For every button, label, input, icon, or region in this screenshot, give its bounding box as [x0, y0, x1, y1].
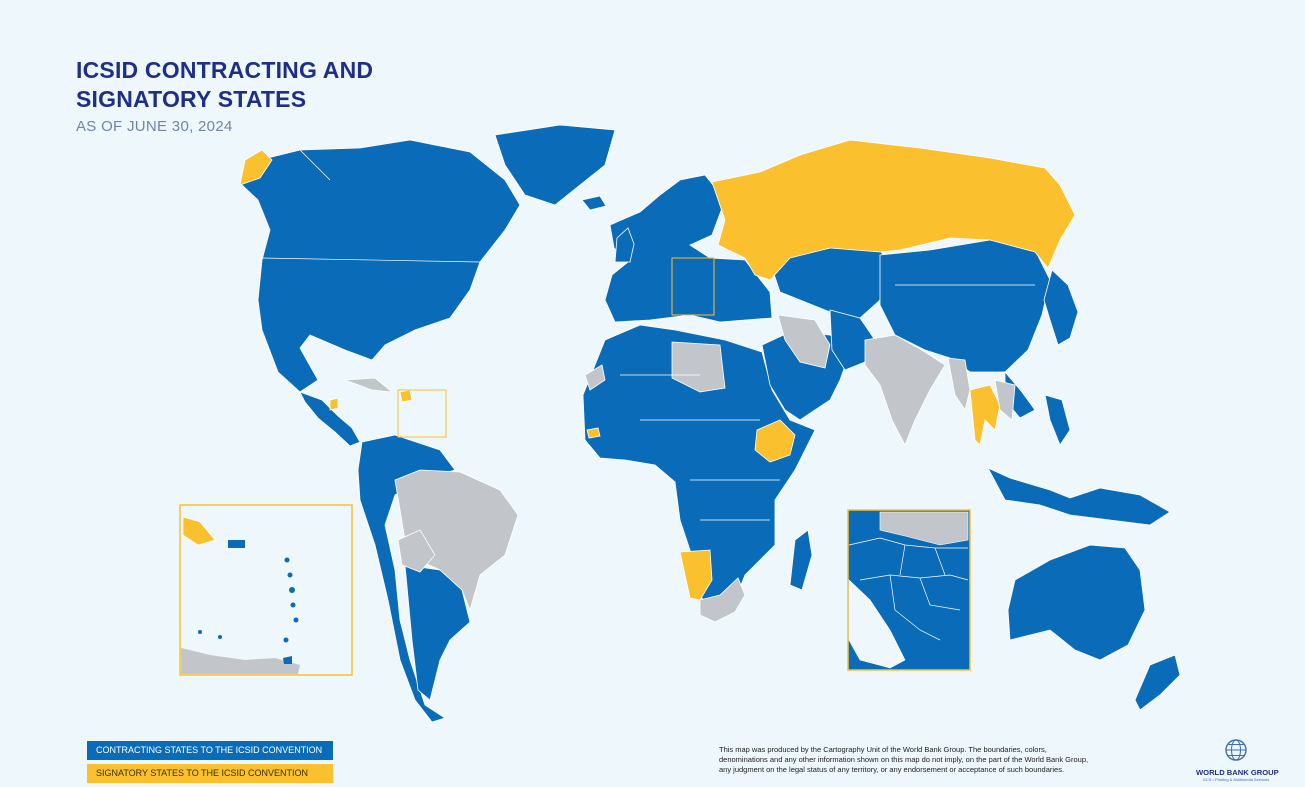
legend-signatory: SIGNATORY STATES TO THE ICSID CONVENTION — [87, 764, 333, 783]
map-disclaimer: This map was produced by the Cartography… — [719, 745, 1159, 775]
caribbean-locator-box — [397, 389, 447, 438]
inset-hispaniola — [182, 516, 216, 546]
country-thailand — [969, 384, 1001, 446]
world-bank-logo: WORLD BANK GROUP GCS • Printing & Multim… — [1196, 738, 1279, 782]
country-namibia — [679, 549, 713, 601]
map-legend: CONTRACTING STATES TO THE ICSID CONVENTI… — [87, 741, 333, 787]
country-libya — [671, 341, 726, 393]
disclaimer-line-2: denominations and any other information … — [719, 755, 1089, 764]
balkans-locator-box — [671, 257, 715, 316]
country-cuba — [344, 377, 394, 393]
country-myanmar — [947, 357, 971, 411]
region-north-america — [241, 139, 521, 393]
country-india — [864, 334, 946, 446]
logo-name: WORLD BANK GROUP — [1196, 768, 1279, 777]
region-new-zealand — [1134, 654, 1181, 711]
country-vietnam-laos — [994, 379, 1016, 421]
map-date: AS OF JUNE 30, 2024 — [76, 118, 233, 135]
region-philippines — [1044, 394, 1071, 446]
title-line-2: SIGNATORY STATES — [76, 86, 307, 112]
inset-borders — [848, 537, 969, 641]
globe-icon — [1225, 739, 1247, 761]
inset-south-america-coast — [181, 648, 300, 674]
country-russia — [711, 139, 1076, 281]
country-caribbean-signatory — [399, 389, 413, 403]
inset-lesser-antilles — [198, 557, 299, 643]
region-africa — [582, 324, 816, 611]
inset-sea — [848, 579, 906, 669]
title-line-1: ICSID CONTRACTING AND — [76, 57, 374, 83]
country-south-africa — [699, 577, 746, 623]
inset-trinidad — [283, 656, 292, 664]
country-iran — [777, 314, 831, 369]
contracting-states — [241, 124, 1181, 723]
country-ethiopia — [754, 419, 796, 463]
region-korea-japan — [1043, 269, 1079, 346]
legend-contracting: CONTRACTING STATES TO THE ICSID CONVENTI… — [87, 741, 333, 760]
non-member-states — [344, 314, 1016, 623]
country-western-sahara — [584, 364, 606, 391]
caribbean-inset — [179, 504, 353, 676]
country-bolivia — [397, 529, 436, 573]
region-australia — [1007, 544, 1146, 661]
balkans-inset — [847, 509, 971, 671]
border-lines — [261, 149, 1035, 521]
region-indonesia — [987, 467, 1171, 526]
country-guinea-bissau — [586, 427, 601, 439]
inset-puerto-rico — [228, 540, 245, 548]
region-greenland — [494, 124, 616, 206]
signatory-states — [239, 139, 1076, 601]
inset-ukraine — [879, 511, 969, 546]
region-europe — [604, 174, 773, 323]
disclaimer-line-1: This map was produced by the Cartography… — [719, 745, 1047, 754]
logo-subtitle: GCS • Printing & Multimedia Services — [1202, 777, 1270, 782]
region-madagascar — [789, 529, 813, 591]
disclaimer-line-3: any judgment on the legal status of any … — [719, 765, 1065, 774]
map-title: ICSID CONTRACTING AND SIGNATORY STATES — [76, 56, 373, 114]
alaska-west — [239, 149, 273, 186]
country-belize — [329, 397, 339, 411]
region-uk — [614, 227, 635, 263]
region-iceland — [581, 195, 607, 211]
